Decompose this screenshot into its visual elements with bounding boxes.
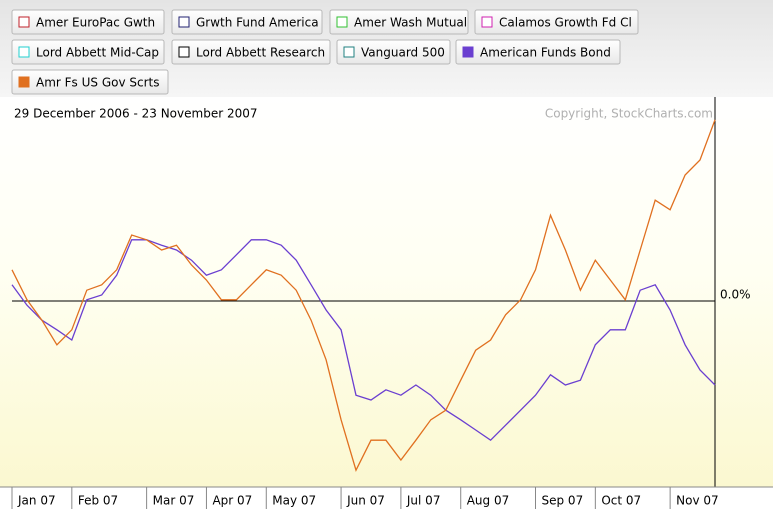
x-tick-label: Aug 07 [467, 494, 510, 508]
button-frame [336, 39, 451, 65]
legend-button[interactable]: Amr Fs US Gov Scrts [11, 69, 169, 95]
button-frame [11, 9, 165, 35]
legend-button[interactable]: Vanguard 500 [336, 39, 451, 65]
legend-label: Vanguard 500 [361, 46, 445, 60]
x-tick-label: Mar 07 [153, 494, 195, 508]
checkbox [336, 16, 348, 28]
legend-label: Amer EuroPac Gwth [36, 16, 155, 30]
checkbox [18, 16, 30, 28]
legend-label: American Funds Bond [480, 46, 611, 60]
legend-button[interactable]: Lord Abbett Research [171, 39, 331, 65]
x-tick-label: Jan 07 [17, 494, 56, 508]
checkbox [18, 76, 30, 88]
legend-button[interactable]: Calamos Growth Fd Cl [474, 9, 639, 35]
legend-label: Amr Fs US Gov Scrts [36, 76, 160, 90]
legend-button[interactable]: Lord Abbett Mid-Cap [11, 39, 165, 65]
button-frame [329, 9, 469, 35]
x-tick-label: Oct 07 [601, 494, 641, 508]
button-frame [455, 39, 621, 65]
checkbox [481, 16, 493, 28]
x-tick-label: Apr 07 [212, 494, 252, 508]
legend-label: Amer Wash Mutual [354, 16, 467, 30]
checkbox [462, 46, 474, 58]
legend-label: Lord Abbett Mid-Cap [36, 46, 159, 60]
legend-button[interactable]: American Funds Bond [455, 39, 621, 65]
button-frame [171, 9, 323, 35]
x-tick-label: May 07 [272, 494, 316, 508]
series-line [11, 239, 716, 442]
x-tick-label: Jul 07 [406, 494, 441, 508]
legend-button[interactable]: Grwth Fund America [171, 9, 323, 35]
x-tick-label: Sep 07 [542, 494, 584, 508]
y-tick-label: 0.0% [720, 288, 751, 302]
button-frame [171, 39, 331, 65]
button-frame [474, 9, 639, 35]
checkbox [343, 46, 355, 58]
legend-label: Calamos Growth Fd Cl [499, 16, 632, 30]
checkbox [178, 16, 190, 28]
x-tick-label: Jun 07 [346, 494, 385, 508]
series-line [11, 119, 716, 472]
button-frame [11, 69, 169, 95]
button-frame [11, 39, 165, 65]
checkbox [18, 46, 30, 58]
checkbox [178, 46, 190, 58]
legend-button[interactable]: Amer EuroPac Gwth [11, 9, 165, 35]
legend-button[interactable]: Amer Wash Mutual [329, 9, 469, 35]
legend-label: Grwth Fund America [196, 16, 319, 30]
legend-label: Lord Abbett Research [196, 46, 325, 60]
x-tick-label: Feb 07 [78, 494, 118, 508]
date-range: 29 December 2006 - 23 November 2007 [14, 107, 258, 121]
copyright: Copyright, StockCharts.com [545, 107, 713, 121]
plot-area [0, 97, 773, 487]
x-tick-label: Nov 07 [676, 494, 719, 508]
legend: Amer EuroPac Gwth Grwth Fund America Amer … [11, 9, 639, 95]
